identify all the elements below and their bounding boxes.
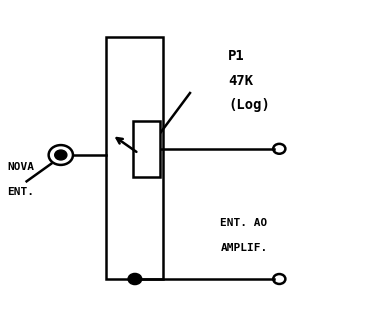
Text: AMPLIF.: AMPLIF. (220, 243, 268, 253)
Text: P1: P1 (228, 49, 245, 63)
Bar (133, 121, 160, 177)
Circle shape (128, 273, 142, 285)
Text: NOVA: NOVA (8, 162, 35, 172)
Text: (Log): (Log) (228, 98, 270, 113)
Circle shape (55, 150, 67, 160)
Text: 47K: 47K (228, 73, 253, 88)
Text: ENT. AO: ENT. AO (220, 218, 268, 228)
Bar (106, 37, 163, 279)
Text: ENT.: ENT. (8, 187, 35, 197)
